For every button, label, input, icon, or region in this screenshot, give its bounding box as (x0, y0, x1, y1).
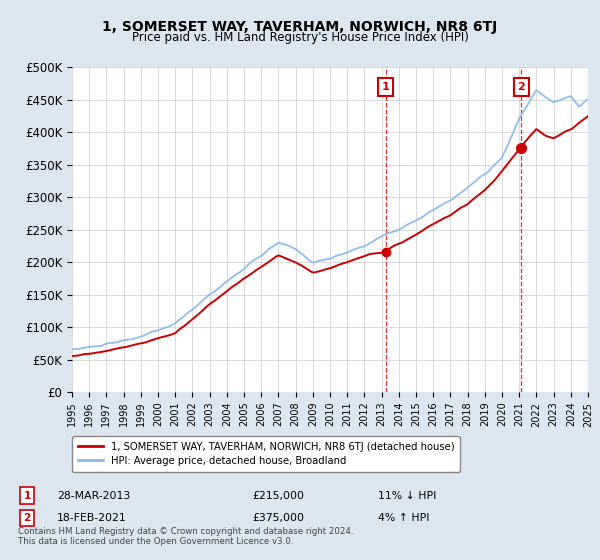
Text: 2: 2 (23, 513, 31, 523)
Text: 1: 1 (23, 491, 31, 501)
Text: 2: 2 (518, 82, 526, 92)
Legend: 1, SOMERSET WAY, TAVERHAM, NORWICH, NR8 6TJ (detached house), HPI: Average price: 1, SOMERSET WAY, TAVERHAM, NORWICH, NR8 … (72, 436, 460, 472)
Text: Contains HM Land Registry data © Crown copyright and database right 2024.
This d: Contains HM Land Registry data © Crown c… (18, 526, 353, 546)
Text: Price paid vs. HM Land Registry's House Price Index (HPI): Price paid vs. HM Land Registry's House … (131, 31, 469, 44)
Text: 4% ↑ HPI: 4% ↑ HPI (378, 513, 430, 523)
Text: 18-FEB-2021: 18-FEB-2021 (57, 513, 127, 523)
Text: 28-MAR-2013: 28-MAR-2013 (57, 491, 130, 501)
Text: 1: 1 (382, 82, 389, 92)
Text: 11% ↓ HPI: 11% ↓ HPI (378, 491, 436, 501)
Text: £375,000: £375,000 (252, 513, 304, 523)
Text: 1, SOMERSET WAY, TAVERHAM, NORWICH, NR8 6TJ: 1, SOMERSET WAY, TAVERHAM, NORWICH, NR8 … (103, 20, 497, 34)
Text: £215,000: £215,000 (252, 491, 304, 501)
